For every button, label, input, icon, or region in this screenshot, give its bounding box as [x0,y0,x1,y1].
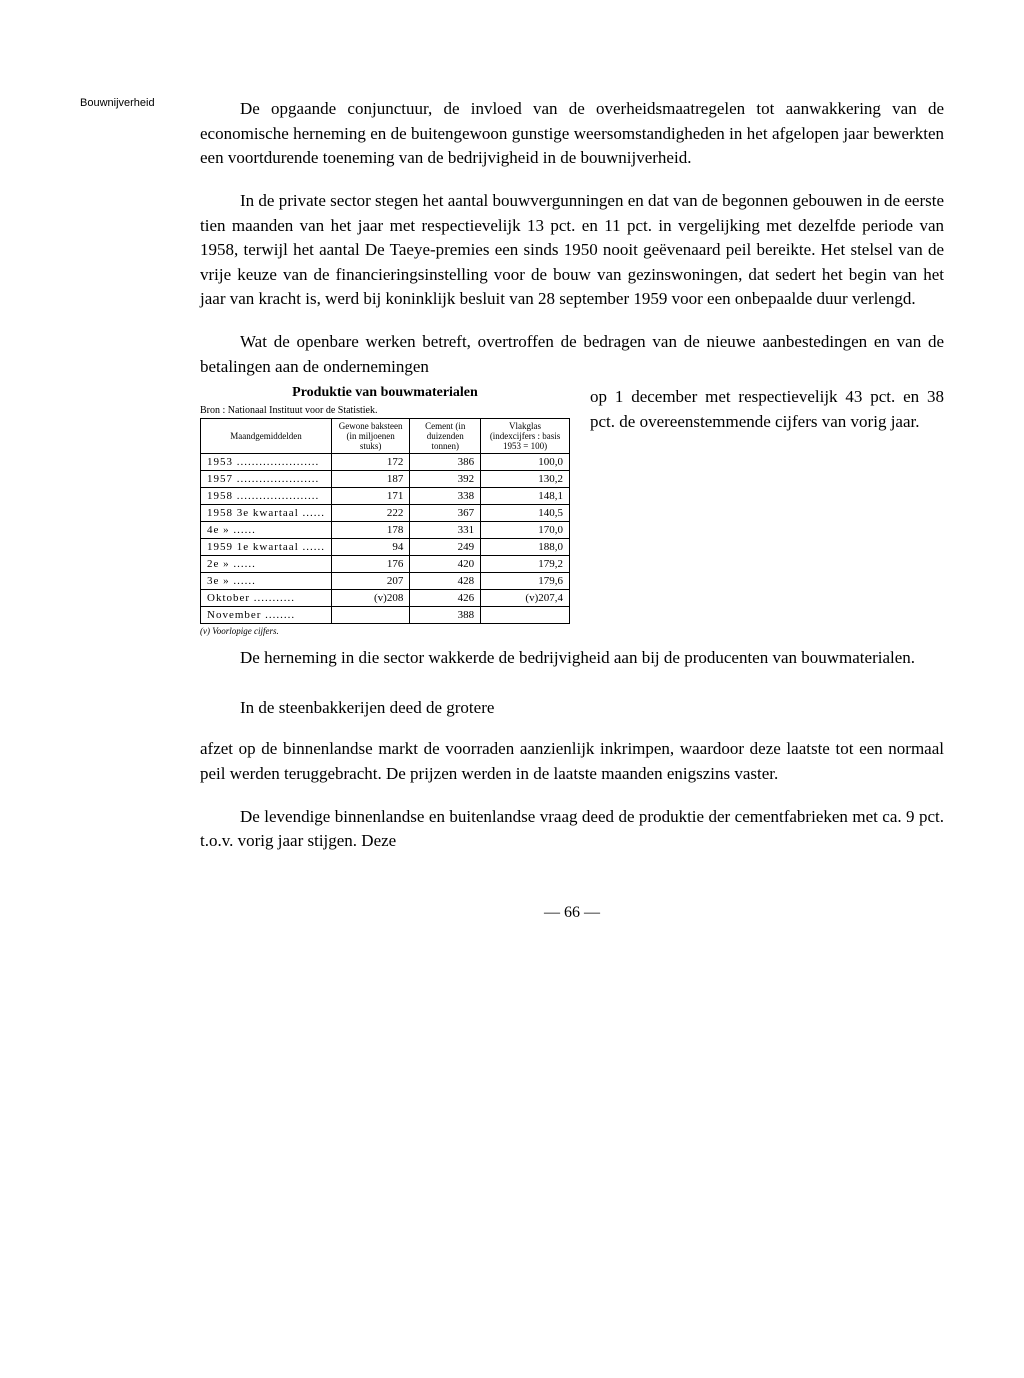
right-flow-1: op 1 december met respectievelijk 43 pct… [590,387,944,431]
row-c2: 386 [410,454,481,471]
row-c2: 249 [410,539,481,556]
paragraph-3-intro: Wat de openbare werken betreft, overtrof… [200,330,944,379]
row-c3: (v)207,4 [481,590,570,607]
row-c2: 420 [410,556,481,573]
col-header-1: Gewone baksteen (in miljoenen stuks) [332,419,410,454]
col-header-3: Vlakglas (indexcijfers : basis 1953 = 10… [481,419,570,454]
main-text-column: De opgaande conjunctuur, de invloed van … [200,97,944,922]
row-c3: 100,0 [481,454,570,471]
row-c3: 179,6 [481,573,570,590]
paragraph-2: In de private sector stegen het aantal b… [200,189,944,312]
table-title: Produktie van bouwmaterialen [200,385,570,401]
row-label: 1959 1e kwartaal ...... [201,539,332,556]
row-c1: 172 [332,454,410,471]
row-c2: 388 [410,607,481,624]
table-row: November ........ 388 [201,607,570,624]
table-row: 1959 1e kwartaal ......94249188,0 [201,539,570,556]
row-c1: (v)208 [332,590,410,607]
row-label: 1957 ...................... [201,471,332,488]
row-c3: 148,1 [481,488,570,505]
row-c2: 428 [410,573,481,590]
table-footnote: (v) Voorlopige cijfers. [200,626,570,636]
table-row: 1953 ......................172386100,0 [201,454,570,471]
page-number: — 66 — [200,904,944,922]
row-c3: 179,2 [481,556,570,573]
row-c3: 188,0 [481,539,570,556]
col-header-2: Cement (in duizenden tonnen) [410,419,481,454]
table-row: 4e » ......178331170,0 [201,522,570,539]
production-table: Maandgemiddelden Gewone baksteen (in mil… [200,418,570,624]
margin-note: Bouwnijverheid [80,97,170,109]
row-c1: 222 [332,505,410,522]
row-c2: 392 [410,471,481,488]
table-source: Bron : Nationaal Instituut voor de Stati… [200,405,570,416]
row-label: November ........ [201,607,332,624]
production-table-box: Produktie van bouwmaterialen Bron : Nati… [200,385,570,636]
col-header-0: Maandgemiddelden [201,419,332,454]
paragraph-last: De levendige binnenlandse en buitenlands… [200,805,944,854]
row-c1: 171 [332,488,410,505]
paragraph-1: De opgaande conjunctuur, de invloed van … [200,97,944,171]
row-label: 1953 ...................... [201,454,332,471]
row-label: Oktober ........... [201,590,332,607]
row-c1: 94 [332,539,410,556]
table-row: 1958 ......................171338148,1 [201,488,570,505]
row-label: 1958 3e kwartaal ...... [201,505,332,522]
right-flow-2: De herneming in die sector wakkerde de b… [200,646,915,671]
row-c2: 367 [410,505,481,522]
row-c2: 426 [410,590,481,607]
row-c3 [481,607,570,624]
row-label: 4e » ...... [201,522,332,539]
row-c2: 331 [410,522,481,539]
table-row: 3e » ......207428179,6 [201,573,570,590]
table-row: 1957 ......................187392130,2 [201,471,570,488]
row-label: 1958 ...................... [201,488,332,505]
table-row: Oktober ...........(v)208426(v)207,4 [201,590,570,607]
row-c1: 187 [332,471,410,488]
row-label: 3e » ...... [201,573,332,590]
row-c3: 130,2 [481,471,570,488]
row-label: 2e » ...... [201,556,332,573]
table-and-text-wrap: Produktie van bouwmaterialen Bron : Nati… [200,385,944,720]
row-c1 [332,607,410,624]
paragraph-after-table: afzet op de binnenlandse markt de voorra… [200,737,944,786]
row-c3: 140,5 [481,505,570,522]
row-c1: 176 [332,556,410,573]
table-row: 1958 3e kwartaal ......222367140,5 [201,505,570,522]
right-flow-3: In de steenbakkerijen deed de grotere [200,696,494,721]
table-row: 2e » ......176420179,2 [201,556,570,573]
row-c1: 207 [332,573,410,590]
row-c3: 170,0 [481,522,570,539]
row-c1: 178 [332,522,410,539]
row-c2: 338 [410,488,481,505]
